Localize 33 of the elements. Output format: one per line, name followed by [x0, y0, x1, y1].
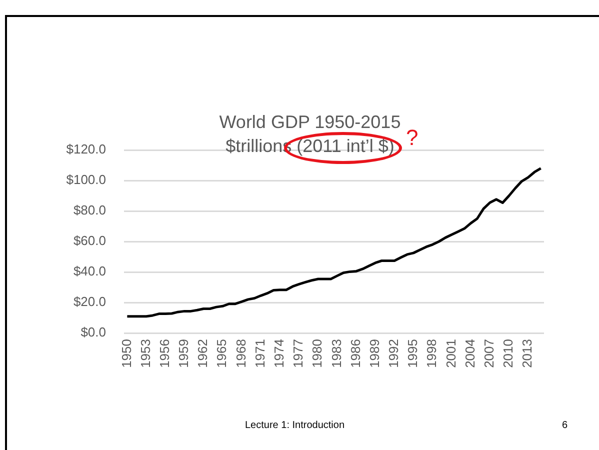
- y-tick-label: $20.0: [73, 294, 106, 310]
- x-tick-label: 1986: [348, 339, 363, 368]
- x-tick-label: 1989: [366, 339, 382, 368]
- y-tick-label: $100.0: [66, 172, 106, 188]
- x-tick-label: 1980: [310, 339, 325, 368]
- y-tick-label: $40.0: [73, 264, 106, 279]
- text: Lecture 1: Introduction: [245, 420, 345, 431]
- x-tick-label: 1968: [233, 339, 248, 368]
- text: ?: [406, 125, 418, 151]
- y-tick-label: $0.0: [80, 324, 106, 340]
- x-tick-label: 2010: [500, 339, 516, 368]
- x-tick-label: 1998: [424, 339, 440, 368]
- x-tick-label: 2004: [462, 339, 478, 368]
- x-tick-label: 1992: [386, 339, 402, 368]
- text: 6: [562, 420, 568, 431]
- x-tick-label: 2007: [481, 339, 496, 368]
- y-tick-label: $60.0: [73, 233, 106, 248]
- x-tick-label: 1959: [176, 339, 192, 368]
- x-tick-label: 1962: [195, 339, 210, 368]
- x-tick-label: 1953: [138, 339, 153, 368]
- x-tick-label: 1965: [214, 339, 230, 368]
- x-tick-label: 2013: [520, 339, 535, 368]
- x-tick-label: 1977: [290, 339, 306, 368]
- y-tick-label: $80.0: [73, 202, 106, 218]
- x-tick-label: 1995: [405, 339, 420, 368]
- x-tick-label: 1983: [328, 339, 344, 368]
- x-tick-label: 1956: [156, 339, 172, 368]
- y-tick-label: $120.0: [66, 142, 106, 157]
- x-tick-label: 2001: [443, 339, 458, 368]
- x-tick-label: 1950: [118, 339, 134, 368]
- x-tick-label: 1971: [252, 339, 268, 368]
- x-tick-label: 1974: [271, 339, 286, 368]
- chart-title: World GDP 1950-2015: [219, 112, 401, 132]
